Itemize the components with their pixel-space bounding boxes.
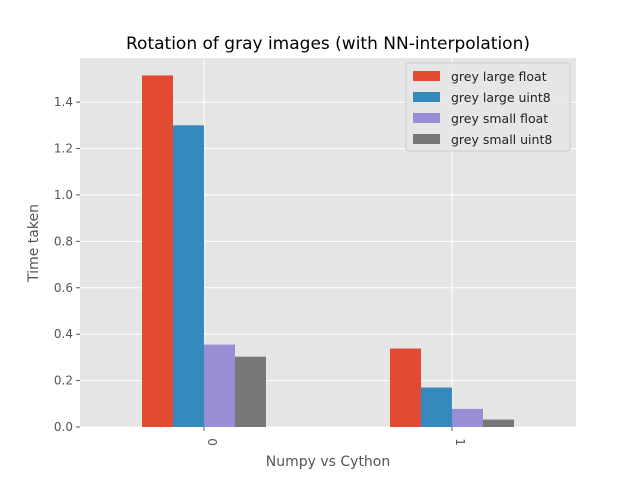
bar-grey-large-uint8-1 xyxy=(421,387,452,427)
bar-grey-small-float-0 xyxy=(204,344,235,427)
legend-label: grey small float xyxy=(451,111,548,126)
x-tick-label: 1 xyxy=(453,438,467,446)
y-tick-label: 1.2 xyxy=(54,142,73,156)
legend-swatch xyxy=(413,113,440,123)
x-tick-label: 0 xyxy=(205,438,219,446)
bar-grey-small-uint8-1 xyxy=(483,419,514,427)
legend-swatch xyxy=(413,92,440,102)
chart-title: Rotation of gray images (with NN-interpo… xyxy=(126,34,530,54)
y-tick-label: 0.2 xyxy=(54,374,73,388)
legend-swatch xyxy=(413,134,440,144)
y-tick-label: 0.4 xyxy=(54,327,73,341)
y-tick-label: 0.6 xyxy=(54,281,73,295)
y-axis-title: Time taken xyxy=(26,204,42,283)
bar-grey-large-float-1 xyxy=(390,348,421,427)
legend-swatch xyxy=(413,71,440,81)
y-tick-label: 1.0 xyxy=(54,188,73,202)
y-tick-label: 1.4 xyxy=(54,95,73,109)
legend: grey large float grey large uint8 grey sma… xyxy=(405,62,571,152)
legend-box xyxy=(405,62,571,152)
legend-label: grey large float xyxy=(451,69,547,84)
legend-label: grey large uint8 xyxy=(451,90,551,105)
y-axis-ticks: 0.0 0.2 0.4 0.6 0.8 1.0 1.2 1.4 xyxy=(54,95,80,434)
y-tick-label: 0.8 xyxy=(54,234,73,248)
bars xyxy=(142,75,514,428)
bar-grey-small-float-1 xyxy=(452,408,483,427)
x-axis-title: Numpy vs Cython xyxy=(266,454,391,470)
bar-grey-small-uint8-0 xyxy=(235,356,266,427)
bar-grey-large-uint8-0 xyxy=(173,125,204,428)
bar-grey-large-float-0 xyxy=(142,75,173,427)
y-tick-label: 0.0 xyxy=(54,420,73,434)
legend-label: grey small uint8 xyxy=(451,132,552,147)
